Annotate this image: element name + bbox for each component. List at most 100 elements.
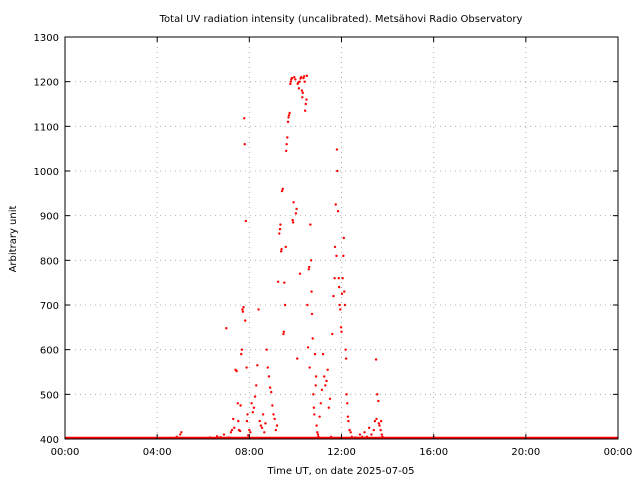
data-point: [283, 281, 286, 284]
data-point: [339, 308, 342, 311]
data-point: [335, 148, 339, 151]
data-point: [265, 348, 268, 351]
data-point: [378, 424, 381, 427]
data-point: [175, 435, 178, 438]
data-point: [240, 352, 243, 356]
data-point: [314, 384, 317, 387]
data-point: [263, 431, 266, 434]
data-point: [337, 277, 340, 280]
data-point: [284, 245, 287, 249]
data-point: [282, 332, 285, 336]
data-point: [273, 417, 276, 421]
data-point: [243, 143, 246, 146]
data-point: [363, 431, 366, 434]
data-point: [317, 435, 320, 438]
y-axis-label: Arbitrary unit: [8, 206, 19, 273]
data-point: [219, 436, 222, 439]
data-point: [285, 149, 288, 153]
data-point: [377, 422, 381, 425]
data-point: [372, 428, 375, 432]
y-tick-labels: 400 500 600 700 800 900 1000 1100 1200 1300: [34, 33, 59, 446]
data-point: [248, 428, 251, 432]
data-point: [336, 169, 339, 173]
data-point: [375, 417, 378, 421]
data-point: [298, 80, 301, 83]
data-point: [339, 326, 343, 329]
x-tick-label: 20:00: [511, 447, 540, 458]
y-tick-label: 800: [40, 256, 59, 267]
data-point: [253, 395, 257, 398]
data-point: [316, 431, 319, 434]
data-point: [380, 433, 384, 436]
data-point: [245, 419, 249, 423]
data-point: [303, 80, 306, 83]
data-point: [294, 78, 297, 81]
data-point: [249, 431, 252, 434]
data-point: [333, 245, 337, 249]
data-point: [318, 415, 321, 418]
data-point: [238, 429, 242, 433]
data-point: [361, 435, 364, 438]
data-point: [344, 348, 347, 351]
data-point: [241, 310, 245, 313]
data-point: [365, 435, 369, 438]
data-point: [344, 357, 348, 360]
x-tick-labels: 00:00 04:00 08:00 12:00 16:00 20:00 00:00: [51, 447, 633, 458]
data-point: [278, 232, 281, 235]
data-point: [257, 308, 260, 311]
data-point: [349, 431, 352, 434]
data-point: [241, 308, 244, 311]
data-point: [346, 402, 349, 405]
data-point: [256, 364, 259, 367]
data-point: [239, 404, 242, 407]
x-tick-label: 12:00: [327, 447, 356, 458]
data-point: [306, 303, 309, 307]
x-tick-label: 00:00: [51, 447, 80, 458]
data-point: [292, 201, 295, 204]
data-point: [338, 303, 341, 307]
data-point: [304, 102, 307, 106]
data-point: [259, 424, 263, 427]
data-point: [240, 348, 244, 351]
data-point: [301, 96, 304, 99]
data-point: [319, 402, 322, 405]
data-point: [289, 80, 293, 83]
data-point: [261, 413, 265, 416]
data-point: [310, 290, 313, 293]
data-point: [232, 417, 235, 421]
x-tick-label: 08:00: [235, 447, 264, 458]
data-point: [246, 413, 249, 416]
data-point: [323, 375, 326, 378]
data-point: [288, 111, 291, 115]
data-point: [246, 434, 250, 437]
data-point: [313, 413, 316, 416]
data-point: [258, 419, 261, 423]
data-point: [289, 82, 292, 86]
data-point: [327, 406, 331, 409]
data-point: [243, 117, 246, 120]
data-point: [345, 393, 348, 396]
data-point: [340, 330, 343, 333]
data-point: [350, 435, 354, 438]
data-point: [230, 428, 234, 432]
data-point: [377, 399, 380, 403]
data-point: [275, 424, 279, 427]
data-point: [279, 223, 282, 226]
data-point: [180, 431, 183, 434]
data-point: [260, 426, 264, 430]
data-point: [251, 411, 254, 414]
chart-title: Total UV radiation intensity (uncalibrat…: [159, 14, 523, 25]
data-point: [343, 290, 346, 293]
data-point: [302, 75, 306, 78]
data-point: [287, 113, 291, 117]
data-point: [291, 221, 295, 224]
data-point: [326, 368, 329, 371]
data-point: [305, 98, 308, 101]
data-point: [286, 120, 290, 124]
data-point: [279, 250, 283, 253]
data-point: [329, 435, 333, 438]
data-point: [373, 419, 377, 423]
data-point: [348, 428, 351, 432]
data-point: [379, 428, 382, 432]
